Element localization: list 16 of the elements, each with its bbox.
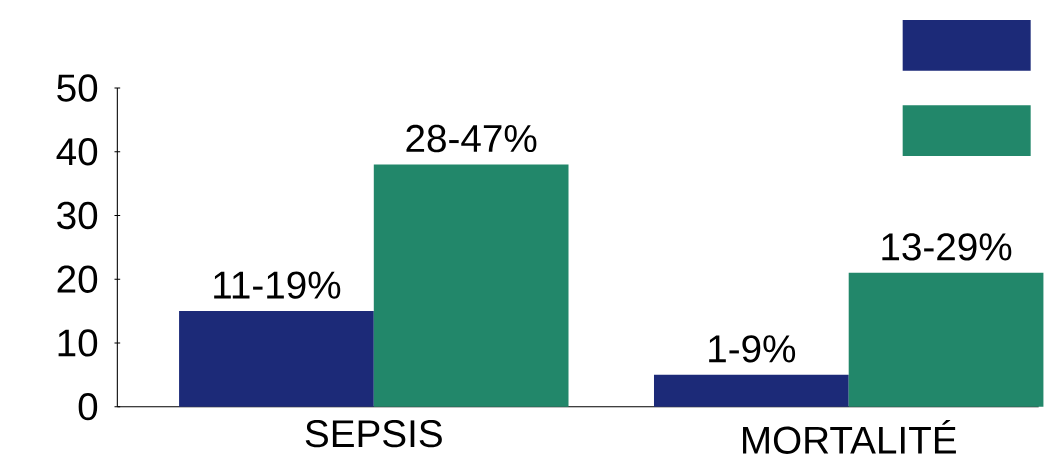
annotation: 1-9% [709,335,796,363]
bar [848,272,1044,407]
y-tick-label: 30 [57,201,98,230]
annotation: 28-47% [406,124,537,153]
bar [373,164,569,407]
bar [653,374,849,407]
y-tick-label: 40 [56,138,98,166]
y-tick-label: 0 [78,392,98,421]
y-tick-label: 50 [57,74,98,102]
y-tick-label: 10 [58,329,98,357]
bar [179,311,374,407]
y-tick-label: 20 [57,265,98,293]
x-tick-label: MORTALITÉ [743,420,956,454]
annotation: 11-19% [214,271,341,299]
x-tick-label: SEPSIS [305,420,442,448]
annotation: 13-29% [882,233,1012,261]
